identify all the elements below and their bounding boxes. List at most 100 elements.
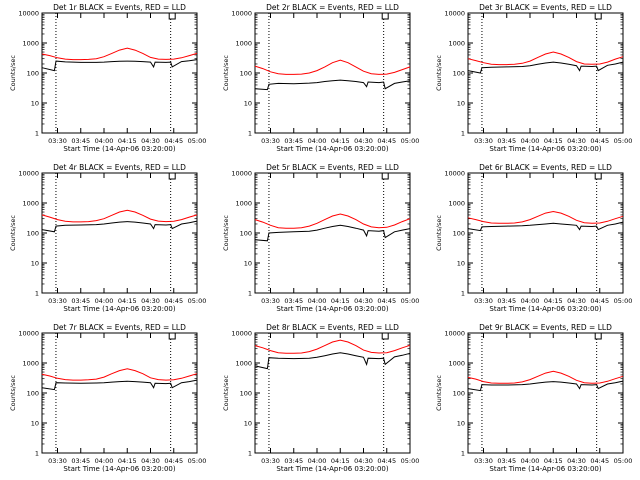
x-tick-label: 03:30 xyxy=(261,137,280,145)
events-series-line xyxy=(467,221,624,232)
lld-series-line xyxy=(41,209,198,223)
plot-frame xyxy=(41,172,198,294)
x-tick-label: 04:45 xyxy=(590,457,609,465)
x-tick-label: 03:45 xyxy=(71,457,90,465)
x-tick-label: 04:00 xyxy=(521,297,540,305)
x-tick-label: 04:45 xyxy=(164,297,183,305)
x-tick-label: 03:45 xyxy=(284,297,303,305)
x-tick-label: 05:00 xyxy=(401,297,420,305)
x-tick-label: 04:30 xyxy=(354,457,373,465)
chart-title: Det 6r BLACK = Events, RED = LLD xyxy=(479,163,612,172)
y-tick-label: 1 xyxy=(461,130,465,138)
y-tick-label: 10 xyxy=(31,420,39,428)
y-tick-label: 1 xyxy=(461,450,465,458)
lld-series-line xyxy=(41,47,198,61)
x-tick-label: 04:45 xyxy=(590,297,609,305)
y-tick-label: 1 xyxy=(461,290,465,298)
y-tick-label: 10 xyxy=(244,100,252,108)
y-axis-label: Counts/sec xyxy=(222,375,230,411)
square-marker xyxy=(381,12,389,20)
chart-title: Det 2r BLACK = Events, RED = LLD xyxy=(266,3,399,12)
x-axis-label: Start Time (14-Apr-06 03:20:00) xyxy=(489,145,601,153)
events-series-line xyxy=(41,59,198,72)
square-marker xyxy=(168,332,176,340)
y-tick-label: 100 xyxy=(27,390,39,398)
square-marker xyxy=(168,12,176,20)
y-tick-label: 1 xyxy=(35,450,39,458)
x-tick-label: 04:30 xyxy=(141,297,160,305)
x-tick-label: 04:15 xyxy=(544,137,563,145)
y-axis-label: Counts/sec xyxy=(435,55,443,91)
chart-panel-6: Det 6r BLACK = Events, RED = LLD 1 10 100 10… xyxy=(435,163,632,313)
x-tick-label: 04:45 xyxy=(164,457,183,465)
x-tick-label: 04:30 xyxy=(141,457,160,465)
y-tick-label: 1000 xyxy=(235,360,252,368)
x-tick-label: 05:00 xyxy=(188,457,207,465)
x-tick-label: 04:15 xyxy=(331,137,350,145)
y-tick-label: 10 xyxy=(457,420,465,428)
x-tick-label: 05:00 xyxy=(401,137,420,145)
x-tick-label: 04:45 xyxy=(377,297,396,305)
y-tick-label: 1 xyxy=(248,450,252,458)
chart-title: Det 5r BLACK = Events, RED = LLD xyxy=(266,163,399,172)
chart-panel-1: Det 1r BLACK = Events, RED = LLD 1 10 100 10… xyxy=(9,3,206,153)
x-tick-label: 05:00 xyxy=(614,457,633,465)
chart-panel-5: Det 5r BLACK = Events, RED = LLD 1 10 100 10… xyxy=(222,163,419,313)
x-tick-label: 03:30 xyxy=(474,457,493,465)
x-axis-label: Start Time (14-Apr-06 03:20:00) xyxy=(489,465,601,473)
x-axis-label: Start Time (14-Apr-06 03:20:00) xyxy=(489,305,601,313)
x-tick-label: 04:00 xyxy=(308,137,327,145)
x-tick-label: 04:45 xyxy=(590,137,609,145)
y-tick-label: 10000 xyxy=(444,170,465,178)
events-series-line xyxy=(41,379,198,391)
lld-series-line xyxy=(41,368,198,381)
lld-series-line xyxy=(254,339,411,354)
x-tick-label: 03:45 xyxy=(497,137,516,145)
x-tick-label: 03:30 xyxy=(48,137,67,145)
y-tick-label: 10 xyxy=(31,260,39,268)
y-tick-label: 100 xyxy=(240,390,252,398)
x-axis-label: Start Time (14-Apr-06 03:20:00) xyxy=(63,305,175,313)
lld-series-line xyxy=(467,370,624,384)
x-tick-label: 04:00 xyxy=(95,457,114,465)
x-tick-label: 05:00 xyxy=(188,297,207,305)
y-tick-label: 10 xyxy=(457,260,465,268)
x-tick-label: 05:00 xyxy=(401,457,420,465)
y-tick-label: 1000 xyxy=(235,40,252,48)
lld-series-line xyxy=(467,210,624,224)
x-tick-label: 04:30 xyxy=(141,137,160,145)
plot-frame xyxy=(467,12,624,134)
y-tick-label: 10 xyxy=(31,100,39,108)
plot-frame xyxy=(254,172,411,294)
events-series-line xyxy=(254,352,411,370)
chart-title: Det 8r BLACK = Events, RED = LLD xyxy=(266,323,399,332)
y-tick-label: 1 xyxy=(35,290,39,298)
y-tick-label: 10 xyxy=(457,100,465,108)
y-tick-label: 10 xyxy=(244,420,252,428)
x-tick-label: 03:45 xyxy=(71,137,90,145)
x-tick-label: 04:00 xyxy=(95,297,114,305)
y-tick-label: 1000 xyxy=(22,40,39,48)
y-axis-label: Counts/sec xyxy=(9,215,17,251)
y-tick-label: 100 xyxy=(453,70,465,78)
plot-frame xyxy=(467,332,624,454)
x-tick-label: 04:15 xyxy=(331,457,350,465)
y-axis-label: Counts/sec xyxy=(222,55,230,91)
square-marker xyxy=(381,172,389,180)
x-tick-label: 05:00 xyxy=(188,137,207,145)
y-tick-label: 1000 xyxy=(22,200,39,208)
x-tick-label: 03:45 xyxy=(71,297,90,305)
x-tick-label: 04:00 xyxy=(521,457,540,465)
y-tick-label: 1000 xyxy=(448,40,465,48)
y-axis-label: Counts/sec xyxy=(435,215,443,251)
chart-panel-9: Det 9r BLACK = Events, RED = LLD 1 10 100 10… xyxy=(435,323,632,473)
chart-panel-8: Det 8r BLACK = Events, RED = LLD 1 10 100 10… xyxy=(222,323,419,473)
plot-frame xyxy=(254,332,411,454)
x-axis-label: Start Time (14-Apr-06 03:20:00) xyxy=(63,145,175,153)
chart-panel-2: Det 2r BLACK = Events, RED = LLD 1 10 100 10… xyxy=(222,3,419,153)
x-tick-label: 03:45 xyxy=(497,297,516,305)
y-tick-label: 10000 xyxy=(18,330,39,338)
y-tick-label: 100 xyxy=(453,230,465,238)
x-tick-label: 04:30 xyxy=(354,297,373,305)
